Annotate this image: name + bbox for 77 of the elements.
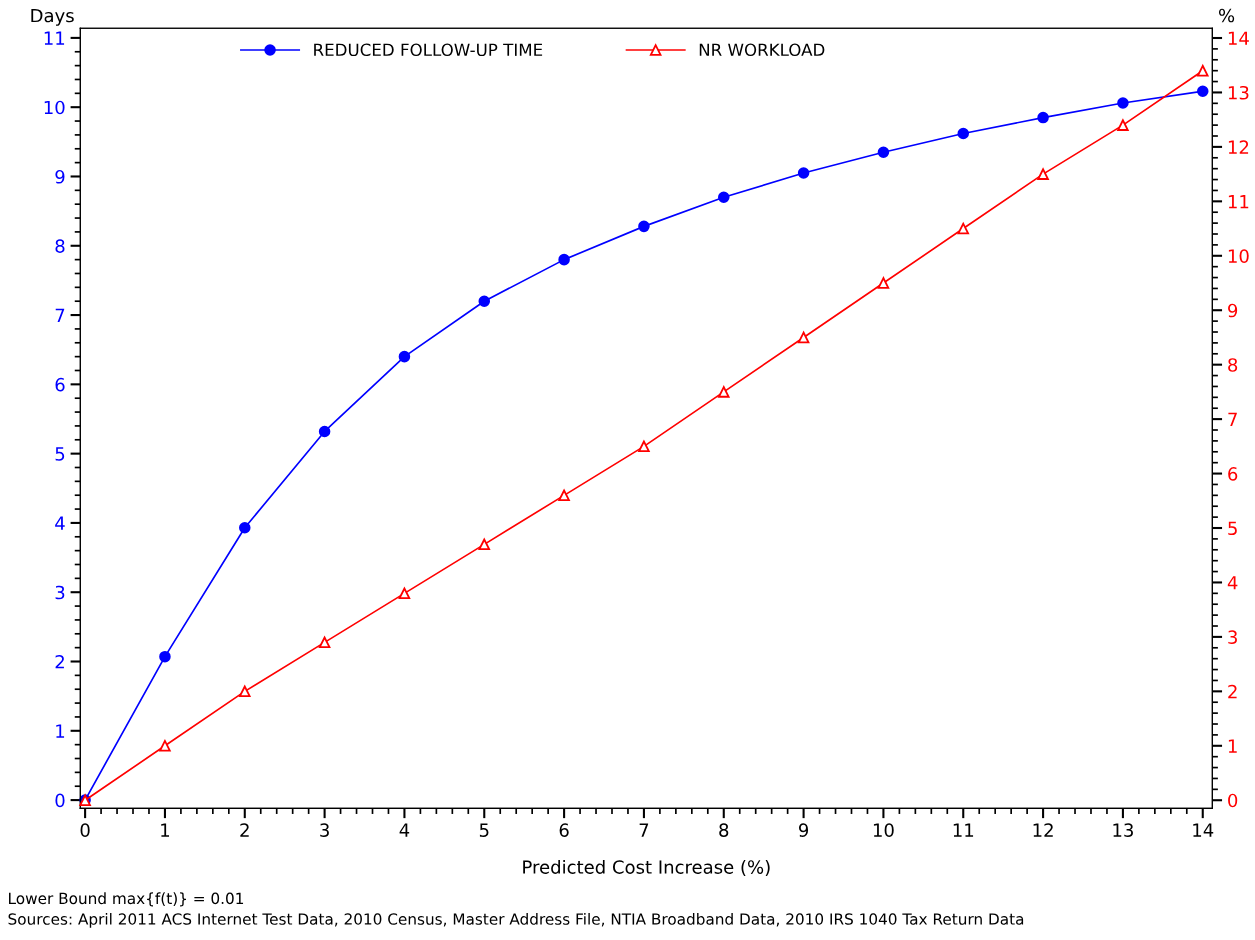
y2-tick-label: 6 [1228, 467, 1238, 481]
y2-tick-label: 13 [1228, 85, 1249, 100]
y2-tick-label: 4 [1227, 576, 1238, 590]
x-tick-label: 2 [240, 823, 249, 837]
y-tick-label: 8 [55, 239, 65, 253]
point [1117, 119, 1129, 131]
point [318, 425, 331, 438]
x-tick-label: 13 [1113, 823, 1133, 837]
point [1196, 64, 1209, 77]
y2-tick-label: 3 [1228, 630, 1237, 645]
source-note: Sources: April 2011 ACS Internet Test Data, 2010 Census, Master Address File, NTIA Broadband Data, 2010 IRS 1040 Tax Return Data [8, 912, 1024, 928]
point [717, 386, 730, 398]
point [638, 440, 650, 453]
point [1037, 111, 1049, 124]
point [239, 522, 251, 534]
y2-tick-label: 14 [1228, 31, 1249, 45]
point [1196, 85, 1209, 98]
text: Lower Bound max{f(t)} = 0.01 [9, 892, 244, 907]
y2-tick-label: 11 [1228, 195, 1249, 209]
point [1117, 97, 1129, 109]
point [1037, 168, 1049, 180]
y2-axis-title: % [1218, 8, 1235, 23]
point [159, 650, 171, 663]
x-axis-title: Predicted Cost Increase (%) [523, 859, 770, 876]
point [717, 191, 730, 204]
point [239, 685, 251, 698]
x-tick-label: 1 [161, 823, 170, 837]
legend-label: NR WORKLOAD [699, 43, 825, 57]
y-tick-label: 6 [55, 377, 65, 392]
x-tick-label: 3 [320, 823, 329, 837]
point [957, 222, 970, 235]
legend-label: REDUCED FOLLOW-UP TIME [314, 43, 543, 57]
point [478, 538, 491, 551]
y-tick-label: 7 [55, 308, 65, 322]
point [398, 587, 411, 600]
y-tick-label: 5 [55, 447, 65, 461]
y2-tick-label: 12 [1228, 140, 1249, 154]
y2-tick-label: 1 [1228, 739, 1237, 753]
x-tick-label: 14 [1193, 823, 1214, 837]
point [159, 740, 171, 752]
point [797, 167, 810, 179]
y-tick-label: 1 [56, 724, 65, 738]
y2-tick-label: 5 [1228, 521, 1237, 536]
point [877, 146, 890, 158]
y2-tick-label: 7 [1228, 412, 1237, 426]
x-tick-label: 11 [953, 823, 974, 837]
y2-tick-label: 2 [1228, 684, 1237, 699]
point [558, 253, 570, 266]
point [877, 277, 890, 289]
point [558, 489, 570, 502]
x-tick-label: 5 [479, 823, 489, 837]
point [318, 636, 331, 649]
y-tick-label: 4 [55, 516, 65, 530]
x-tick-label: 6 [559, 823, 569, 837]
x-tick-label: 0 [80, 823, 90, 837]
point [638, 220, 650, 233]
x-tick-label: 7 [639, 823, 649, 837]
x-tick-label: 8 [719, 823, 729, 837]
y-tick-label: 0 [55, 793, 65, 808]
point [957, 127, 970, 140]
point [797, 331, 810, 344]
y-tick-label: 3 [55, 585, 65, 600]
point [398, 350, 411, 363]
y-tick-label: 10 [44, 100, 65, 115]
x-tick-label: 10 [873, 823, 894, 837]
x-tick-label: 12 [1033, 823, 1053, 837]
y2-tick-label: 9 [1228, 303, 1238, 318]
x-tick-label: 9 [798, 823, 809, 837]
y-tick-label: 11 [44, 31, 65, 45]
y-axis-title: Days [31, 8, 74, 26]
y-tick-label: 9 [55, 169, 65, 184]
point [478, 295, 491, 307]
y-tick-label: 2 [55, 654, 64, 669]
y2-tick-label: 0 [1228, 793, 1238, 808]
x-tick-label: 4 [399, 823, 410, 837]
y2-tick-label: 10 [1228, 249, 1249, 263]
y2-tick-label: 8 [1228, 358, 1238, 372]
